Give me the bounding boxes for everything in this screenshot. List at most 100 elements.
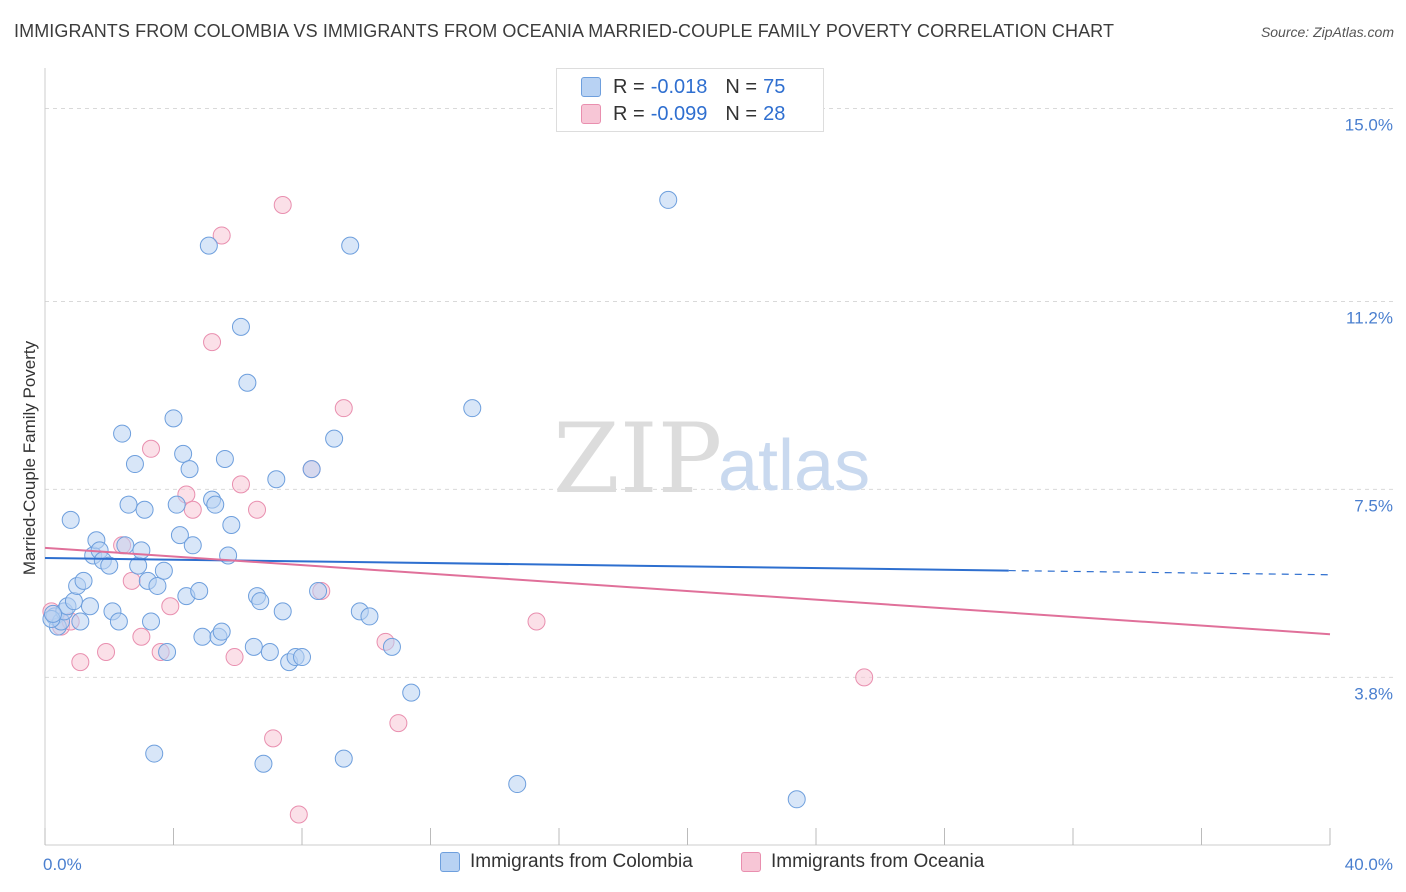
- oceania-point: [264, 729, 283, 748]
- legend-r-value: -0.018: [650, 75, 708, 98]
- x-tick-label-min: 0.0%: [43, 855, 82, 874]
- y-axis-label: Married-Couple Family Poverty: [20, 340, 39, 575]
- colombia-point: [787, 790, 806, 809]
- grid-lines: [45, 107, 1393, 678]
- colombia-point: [119, 495, 138, 514]
- colombia-point: [325, 429, 344, 448]
- colombia-point: [273, 602, 292, 621]
- oceania-point: [142, 439, 161, 458]
- colombia-point: [206, 495, 225, 514]
- bottom-legend-oceania: Immigrants from Oceania: [741, 851, 984, 873]
- y-tick-label: 3.8%: [1354, 684, 1393, 703]
- colombia-point: [199, 236, 218, 255]
- oceania-point: [389, 714, 408, 733]
- colombia-point: [251, 592, 270, 611]
- legend-n-label: N =: [725, 75, 758, 98]
- colombia-point: [44, 604, 63, 623]
- watermark-atlas: atlas: [718, 426, 870, 506]
- colombia-point: [508, 775, 527, 794]
- colombia-point: [260, 642, 279, 661]
- oceania-point: [289, 805, 308, 824]
- oceania-point: [273, 195, 292, 214]
- colombia-point: [659, 190, 678, 209]
- legend-r-label: R =: [613, 75, 645, 98]
- colombia-point: [341, 236, 360, 255]
- colombia-point: [180, 460, 199, 479]
- colombia-point: [222, 515, 241, 534]
- y-tick-label: 7.5%: [1354, 496, 1393, 515]
- colombia-point: [309, 582, 328, 601]
- oceania-trendline: [44, 546, 1331, 636]
- oceania-point: [334, 399, 353, 418]
- oceania-point: [212, 226, 231, 245]
- colombia-point: [293, 648, 311, 667]
- oceania-point: [231, 475, 250, 494]
- oceania-point: [122, 571, 141, 590]
- colombia-point: [158, 642, 177, 661]
- colombia-point: [170, 526, 189, 545]
- y-tick-label: 11.2%: [1346, 308, 1393, 327]
- oceania-point: [132, 627, 151, 646]
- legend-row-colombia: R = -0.018 N = 75: [581, 74, 785, 100]
- legend-r-value: -0.099: [650, 102, 708, 125]
- oceania-point: [161, 597, 180, 616]
- colombia-point: [193, 627, 212, 646]
- colombia-point: [174, 444, 193, 463]
- oceania-point: [71, 653, 90, 672]
- colombia-trendline: [44, 557, 1009, 572]
- colombia-point: [164, 409, 183, 428]
- source-credit: Source: ZipAtlas.com: [1260, 24, 1394, 40]
- legend-n-value: 75: [763, 75, 786, 98]
- legend-n-value: 28: [763, 102, 786, 125]
- oceania-point: [97, 642, 116, 661]
- legend-swatch-oceania: [581, 104, 601, 124]
- colombia-trendline-extension: [1008, 569, 1331, 576]
- colombia-point: [132, 541, 151, 560]
- bottom-legend-label-colombia: Immigrants from Colombia: [470, 851, 693, 872]
- x-tick-label-max: 40.0%: [1345, 855, 1393, 874]
- colombia-point: [74, 571, 93, 590]
- colombia-point: [135, 500, 154, 519]
- correlation-legend: R = -0.018 N = 75 R = -0.099 N = 28: [556, 68, 824, 132]
- watermark-zip: ZIP: [553, 403, 722, 515]
- colombia-point: [402, 683, 421, 702]
- colombia-point: [215, 449, 234, 468]
- bottom-legend-swatch-colombia: [440, 852, 460, 872]
- colombia-point: [231, 317, 250, 336]
- colombia-point: [125, 455, 144, 474]
- colombia-point: [254, 754, 273, 773]
- colombia-points: [42, 190, 806, 809]
- colombia-point: [183, 536, 202, 555]
- oceania-point: [248, 500, 267, 519]
- legend-r-label: R =: [613, 102, 645, 125]
- colombia-point: [244, 637, 263, 656]
- legend-n-label: N =: [725, 102, 758, 125]
- oceania-point: [183, 500, 202, 519]
- colombia-point: [360, 607, 379, 626]
- colombia-point: [267, 470, 286, 489]
- oceania-point: [855, 668, 874, 687]
- trend-lines: [44, 546, 1331, 636]
- watermark: ZIP atlas: [553, 403, 870, 515]
- colombia-point: [167, 495, 186, 514]
- colombia-point: [80, 597, 99, 616]
- colombia-point: [61, 510, 80, 529]
- bottom-legend-swatch-oceania: [741, 852, 761, 872]
- colombia-point: [64, 592, 83, 611]
- colombia-point: [238, 373, 257, 392]
- oceania-points: [42, 195, 874, 824]
- colombia-point: [154, 561, 173, 580]
- colombia-point: [142, 612, 161, 631]
- colombia-point: [109, 612, 128, 631]
- colombia-point: [463, 399, 482, 418]
- axes: [44, 68, 1331, 846]
- colombia-point: [113, 424, 132, 443]
- chart-title: IMMIGRANTS FROM COLOMBIA VS IMMIGRANTS F…: [14, 21, 1115, 41]
- colombia-point: [71, 612, 90, 631]
- colombia-point: [212, 622, 231, 641]
- colombia-point: [145, 744, 164, 763]
- oceania-point: [225, 648, 244, 667]
- colombia-point: [148, 576, 167, 595]
- legend-row-oceania: R = -0.099 N = 28: [581, 101, 785, 127]
